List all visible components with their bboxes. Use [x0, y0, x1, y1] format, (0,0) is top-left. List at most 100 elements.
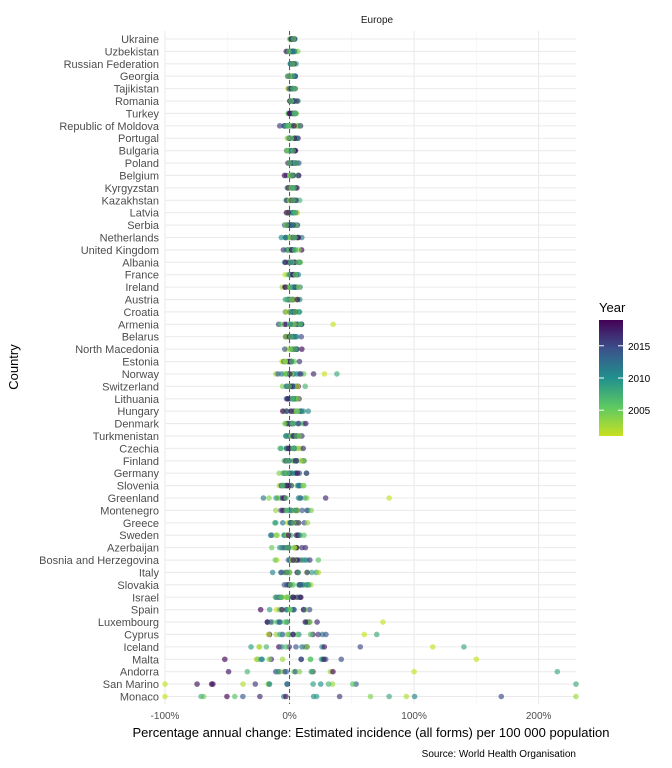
data-point — [283, 371, 290, 377]
data-point — [473, 656, 480, 663]
data-point — [293, 433, 300, 439]
data-point — [295, 259, 301, 266]
data-point — [276, 544, 283, 551]
y-tick-label: Armenia — [118, 319, 160, 331]
y-tick-label: Finland — [123, 456, 159, 468]
y-tick-label: Croatia — [124, 307, 160, 319]
y-tick-label: Andorra — [120, 667, 160, 679]
data-point — [296, 123, 303, 129]
x-tick-label: -100% — [151, 711, 180, 722]
data-point — [221, 656, 228, 663]
y-tick-label: Malta — [132, 654, 160, 666]
data-point — [290, 36, 297, 42]
y-tick-label: Greece — [123, 518, 159, 530]
data-point — [295, 520, 302, 526]
y-tick-label: Slovakia — [117, 580, 159, 592]
data-point — [287, 346, 294, 352]
data-point — [300, 408, 307, 414]
x-tick-label: 0% — [282, 711, 297, 722]
data-point — [303, 470, 310, 476]
source-caption: Source: World Health Organisation — [422, 749, 576, 760]
y-tick-label: Turkmenistan — [93, 431, 159, 443]
data-point — [301, 557, 308, 563]
x-axis-title: Percentage annual change: Estimated inci… — [133, 725, 610, 740]
data-point — [281, 619, 288, 625]
data-point — [386, 495, 392, 501]
data-point — [403, 693, 410, 700]
y-tick-label: Ukraine — [121, 34, 159, 46]
y-tick-label: Georgia — [120, 71, 160, 83]
data-point — [282, 284, 289, 290]
data-point — [299, 507, 305, 514]
data-point — [279, 408, 286, 414]
data-point — [310, 371, 317, 377]
data-point — [267, 532, 274, 539]
data-point — [322, 495, 329, 501]
y-tick-label: Spain — [131, 605, 159, 617]
data-point — [305, 408, 312, 414]
data-point — [225, 668, 232, 675]
y-tick-label: Belarus — [122, 332, 160, 344]
y-tick-label: Hungary — [117, 406, 159, 418]
data-point — [277, 619, 283, 625]
data-point — [266, 656, 272, 663]
data-point — [298, 656, 304, 663]
data-point — [297, 321, 304, 328]
data-point — [276, 470, 283, 476]
data-point — [285, 209, 291, 216]
data-point — [292, 309, 298, 315]
data-point — [266, 681, 273, 687]
data-point — [278, 644, 285, 650]
data-point — [301, 532, 307, 539]
data-point — [279, 482, 286, 489]
data-point — [194, 681, 200, 687]
data-point — [284, 594, 290, 601]
y-tick-label: Bulgaria — [119, 146, 160, 158]
data-point — [321, 656, 327, 663]
data-point — [295, 569, 302, 576]
y-tick-label: Austria — [125, 295, 160, 307]
data-point — [265, 631, 272, 638]
x-axis-ticks: -100% 0% 100% 200% — [151, 711, 552, 722]
data-point — [294, 470, 301, 476]
data-point — [284, 457, 290, 464]
data-point — [198, 693, 204, 700]
data-point — [292, 209, 298, 216]
data-point — [277, 445, 284, 452]
data-point — [300, 445, 307, 452]
data-point — [258, 656, 265, 663]
data-point — [294, 296, 301, 303]
data-point — [293, 457, 300, 464]
data-point — [283, 644, 289, 650]
data-point — [295, 420, 301, 427]
data-point — [269, 569, 276, 576]
data-point — [288, 482, 295, 489]
y-tick-label: Cyprus — [124, 629, 159, 641]
data-point — [294, 383, 301, 390]
data-point — [329, 681, 336, 687]
y-tick-label: Uzbekistan — [105, 46, 159, 58]
data-point — [287, 606, 293, 613]
y-tick-label: Italy — [139, 567, 160, 579]
y-tick-label: Switzerland — [102, 381, 159, 393]
data-point — [321, 371, 328, 377]
data-point — [284, 544, 291, 551]
data-point — [288, 98, 294, 104]
y-tick-label: Estonia — [122, 357, 160, 369]
data-point — [273, 495, 279, 501]
data-point — [373, 631, 380, 638]
data-point — [290, 197, 296, 204]
y-tick-label: Sweden — [119, 530, 159, 542]
y-tick-label: Czechia — [119, 443, 160, 455]
data-point — [292, 271, 299, 278]
data-point — [286, 110, 293, 117]
data-point — [273, 594, 280, 601]
data-point — [573, 693, 579, 700]
data-point — [281, 346, 288, 352]
y-tick-label: Israel — [132, 592, 159, 604]
data-point — [291, 606, 297, 613]
data-point — [299, 346, 305, 352]
data-point — [231, 693, 238, 700]
y-tick-label: Iceland — [124, 642, 159, 654]
y-tick-label: Romania — [115, 96, 160, 108]
